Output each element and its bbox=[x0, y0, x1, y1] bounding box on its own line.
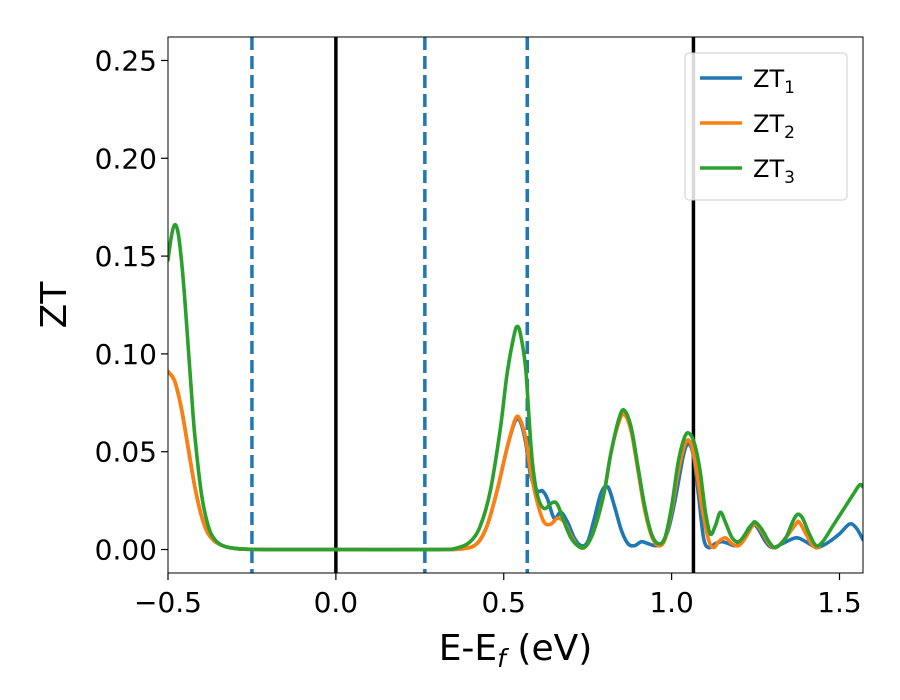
y-tick-label: 0.15 bbox=[95, 240, 157, 273]
x-tick-label: 1.5 bbox=[817, 586, 862, 619]
series-lines bbox=[168, 222, 863, 552]
x-tick-label: 0.5 bbox=[481, 586, 526, 619]
x-tick-label: 0.0 bbox=[314, 586, 359, 619]
x-tick-label: −0.5 bbox=[134, 586, 202, 619]
legend-label-zt1: ZT1 bbox=[753, 65, 795, 98]
reference-lines bbox=[250, 37, 696, 573]
legend: ZT1 ZT2 ZT3 bbox=[684, 52, 848, 201]
x-axis-title: E-Ef (eV) bbox=[439, 628, 593, 673]
y-tick-label: 0.20 bbox=[95, 142, 157, 175]
legend-label-zt3: ZT3 bbox=[753, 155, 795, 188]
plot-frame bbox=[167, 36, 864, 574]
y-axis-title: ZT bbox=[34, 281, 75, 329]
x-axis-ticks: −0.5 0.0 0.5 1.0 1.5 bbox=[134, 573, 862, 619]
y-tick-label: 0.00 bbox=[95, 534, 157, 567]
legend-box bbox=[684, 52, 848, 201]
y-tick-label: 0.10 bbox=[95, 338, 157, 371]
y-axis-ticks: 0.00 0.05 0.10 0.15 0.20 0.25 bbox=[95, 44, 168, 567]
series-line-zt3 bbox=[168, 222, 863, 552]
legend-label-zt2: ZT2 bbox=[753, 110, 795, 143]
x-tick-label: 1.0 bbox=[649, 586, 694, 619]
series-line-zt2 bbox=[168, 369, 822, 552]
y-tick-label: 0.05 bbox=[95, 436, 157, 469]
y-tick-label: 0.25 bbox=[95, 44, 157, 77]
